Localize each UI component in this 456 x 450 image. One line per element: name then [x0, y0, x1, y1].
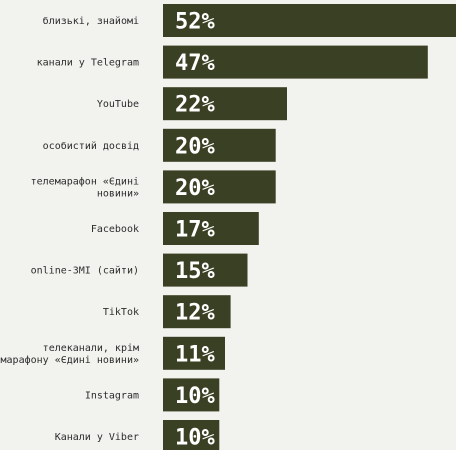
value-label: 17%	[175, 218, 215, 243]
category-label-line: Instagram	[85, 390, 139, 401]
value-label: 15%	[175, 259, 215, 284]
category-label-line: канали у Telegram	[37, 58, 139, 69]
value-label: 47%	[175, 51, 215, 76]
value-label: 52%	[175, 10, 215, 35]
category-label: YouTube	[97, 99, 139, 110]
value-label: 20%	[175, 134, 215, 159]
category-label: TikTok	[103, 307, 139, 318]
bar	[163, 170, 276, 204]
category-label-line: телеканали, крім	[43, 342, 139, 354]
value-label: 22%	[175, 93, 215, 118]
category-label: телеканали, крім марафону «Єдині новини»	[1, 342, 139, 366]
bar	[163, 253, 248, 287]
bar	[163, 336, 225, 370]
category-label-line: TikTok	[103, 307, 139, 318]
value-label: 12%	[175, 301, 215, 326]
bar	[163, 378, 220, 412]
category-label: online-ЗМІ (сайти)	[31, 265, 139, 277]
category-label-line: Канали у Viber	[55, 432, 139, 443]
category-label-line: YouTube	[97, 99, 139, 110]
category-label-line: телемарафон «Єдині	[31, 175, 139, 187]
category-label: Facebook	[91, 224, 139, 235]
bar	[163, 45, 428, 79]
value-label: 10%	[175, 426, 215, 450]
category-label: телемарафон «Єдині новини»	[31, 175, 139, 199]
value-label: 10%	[175, 384, 215, 409]
category-label: близькі, знайомі	[43, 15, 139, 27]
category-label: Канали у Viber	[55, 432, 139, 443]
bar	[163, 87, 287, 121]
bar	[163, 128, 276, 162]
category-label-line: новини»	[97, 188, 139, 199]
category-label-line: online-ЗМІ (сайти)	[31, 265, 139, 277]
value-label: 20%	[175, 176, 215, 201]
category-label: канали у Telegram	[37, 58, 139, 69]
category-label: Instagram	[85, 390, 139, 401]
category-label: особистий досвід	[43, 140, 139, 152]
value-label: 11%	[175, 342, 215, 367]
category-label-line: особистий досвід	[43, 140, 139, 152]
bar	[163, 4, 456, 37]
category-label-line: близькі, знайомі	[43, 15, 139, 27]
bar	[163, 420, 220, 450]
bar	[163, 295, 231, 329]
category-label-line: Facebook	[91, 224, 139, 235]
category-label-line: марафону «Єдині новини»	[1, 354, 139, 366]
bar	[163, 212, 259, 245]
